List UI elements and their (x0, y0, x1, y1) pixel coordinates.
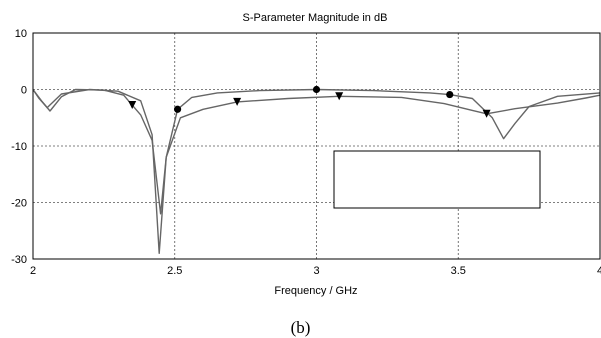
series-2-marker-circle (173, 105, 182, 113)
series-2-marker-circle (312, 85, 321, 94)
series-1-marker-triangle (128, 101, 137, 110)
chart-title: S-Parameter Magnitude in dB (243, 12, 388, 24)
y-tick-label: 0 (21, 85, 27, 97)
y-tick-label: -20 (11, 198, 27, 210)
series-line-2 (32, 88, 601, 254)
series-2-marker-circle (446, 90, 454, 99)
x-tick-label: 2 (30, 265, 36, 277)
series-1-marker-triangle (335, 92, 344, 101)
x-tick-label: 4 (597, 265, 601, 277)
grid-lines (33, 33, 600, 259)
series-lines (32, 88, 601, 254)
series-line-1 (32, 88, 601, 215)
series-markers (128, 85, 491, 118)
x-tick-label: 2.5 (167, 265, 182, 277)
plot-frame (32, 32, 601, 260)
series-1-marker-triangle (482, 109, 491, 118)
x-axis-label: Frequency / GHz (274, 285, 357, 297)
y-tick-label: 10 (15, 28, 27, 40)
series-1-marker-triangle (233, 97, 242, 106)
x-tick-label: 3.5 (451, 265, 466, 277)
s-parameter-chart: S-Parameter Magnitude in dB 2 2.5 3 3.5 4 10 0… (11, 12, 601, 297)
x-tick-label: 3 (313, 265, 319, 277)
y-tick-label: -30 (11, 254, 27, 266)
y-tick-label: -10 (11, 141, 27, 153)
legend-box (333, 150, 541, 209)
figure-caption: (b) (290, 318, 311, 337)
axis-tick-labels: 2 2.5 3 3.5 4 10 0 -10 -20 -30 (11, 28, 601, 277)
